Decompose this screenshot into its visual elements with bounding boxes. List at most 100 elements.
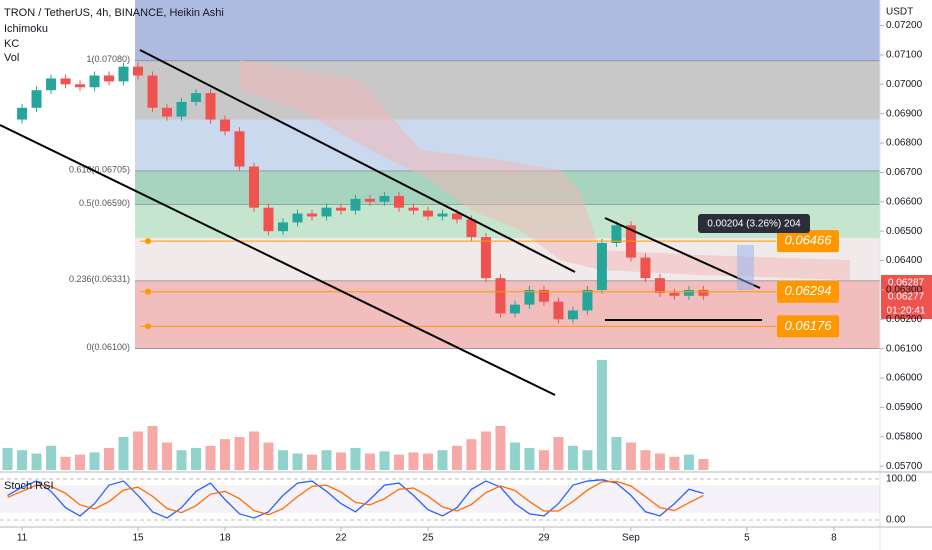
last-open: 0.06277 <box>888 292 925 303</box>
indicator-label: Ichimoku <box>4 23 48 35</box>
volume-bar <box>408 452 419 470</box>
volume-bar <box>118 437 129 470</box>
volume-bar <box>495 426 506 470</box>
volume-bar <box>191 448 202 470</box>
volume-bar <box>292 453 303 470</box>
volume-bar <box>509 442 520 470</box>
volume-bar <box>2 448 13 470</box>
volume-bar <box>538 450 549 470</box>
x-tick-label: 25 <box>422 533 434 544</box>
volume-bar <box>379 451 390 470</box>
candle <box>451 213 462 220</box>
candle <box>393 195 404 208</box>
price-tag <box>777 315 839 338</box>
y-tick-label: 0.06600 <box>886 196 923 207</box>
candle <box>379 195 390 202</box>
volume-bar <box>698 459 709 470</box>
y-tick-label: 0.06900 <box>886 108 923 119</box>
candle <box>553 301 564 320</box>
x-tick-label: 5 <box>744 533 750 544</box>
candle <box>524 289 535 305</box>
volume-bar <box>220 439 231 470</box>
volume-bar <box>466 439 477 470</box>
candle <box>104 75 115 82</box>
y-tick-label: 0.06200 <box>886 314 923 325</box>
stoch-title: Stoch RSI <box>4 480 54 492</box>
y-tick-label: 0.07000 <box>886 79 923 90</box>
price-anchor <box>145 288 151 295</box>
indicator-label: KC <box>4 38 19 50</box>
volume-bar <box>524 448 535 470</box>
x-tick-label: 18 <box>219 533 231 544</box>
y-axis-label: USDT <box>886 7 913 18</box>
candle <box>147 75 158 108</box>
candle <box>321 207 332 217</box>
candle <box>248 166 259 208</box>
fib-label: 0(0.06100) <box>86 342 130 352</box>
candle <box>538 289 549 302</box>
x-tick-label: 11 <box>17 533 28 544</box>
candle <box>205 93 216 120</box>
y-tick-label: 0.06300 <box>886 285 923 296</box>
price-tag <box>777 280 839 303</box>
y-tick-label: 0.07200 <box>886 20 923 31</box>
volume-bar <box>335 452 346 470</box>
y-tick-label: 0.07100 <box>886 50 923 61</box>
volume-bar <box>350 448 361 470</box>
volume-bar <box>17 450 28 470</box>
candle <box>118 66 129 82</box>
price-tag-label: 0.06466 <box>785 233 833 248</box>
volume-bar <box>234 437 245 470</box>
candle <box>46 78 57 91</box>
candle <box>582 289 593 311</box>
volume-bar <box>75 454 86 470</box>
volume-bar <box>611 437 622 470</box>
candle <box>220 119 231 132</box>
volume-bar <box>422 453 433 470</box>
candle <box>422 210 433 217</box>
candle <box>437 213 448 217</box>
volume-bar <box>364 453 375 470</box>
volume-bar <box>451 445 462 470</box>
candle <box>683 289 694 296</box>
y-tick-label: 0.06500 <box>886 226 923 237</box>
y-tick-label: 0.06800 <box>886 138 923 149</box>
candle <box>408 207 419 211</box>
fib-label: 0.618(0.06705) <box>69 164 130 174</box>
fib-band <box>135 280 880 349</box>
x-tick-label: 8 <box>831 533 837 544</box>
candle <box>176 101 187 117</box>
x-tick-label: 29 <box>538 533 550 544</box>
candle <box>640 257 651 279</box>
y-tick-label: 0.05900 <box>886 402 923 413</box>
fib-band <box>135 0 880 61</box>
candle <box>234 131 245 167</box>
chart-title: TRON / TetherUS, 4h, BINANCE, Heikin Ash… <box>4 7 224 19</box>
volume-bar <box>596 360 607 470</box>
candle <box>495 278 506 314</box>
volume-bar <box>553 437 564 470</box>
volume-bar <box>640 450 651 470</box>
volume-bar <box>480 431 491 470</box>
candle <box>654 278 665 293</box>
stoch-line <box>7 479 704 519</box>
price-anchor <box>145 323 151 330</box>
volume-bar <box>104 448 115 470</box>
y-tick-label: 0.06400 <box>886 255 923 266</box>
candle <box>364 198 375 202</box>
y-tick-label: 0.06700 <box>886 167 923 178</box>
candle <box>596 242 607 290</box>
volume-bar <box>669 456 680 470</box>
indicator-label: Vol <box>4 52 19 64</box>
candle <box>611 225 622 243</box>
x-tick-label: Sep <box>622 533 640 544</box>
candle <box>466 219 477 238</box>
candle <box>669 292 680 296</box>
measure-range <box>737 245 754 290</box>
volume-bar <box>176 450 187 470</box>
candle <box>567 310 578 320</box>
x-tick-label: 15 <box>132 533 144 544</box>
stoch-tick-label: 100.00 <box>886 474 917 485</box>
candle <box>335 207 346 211</box>
